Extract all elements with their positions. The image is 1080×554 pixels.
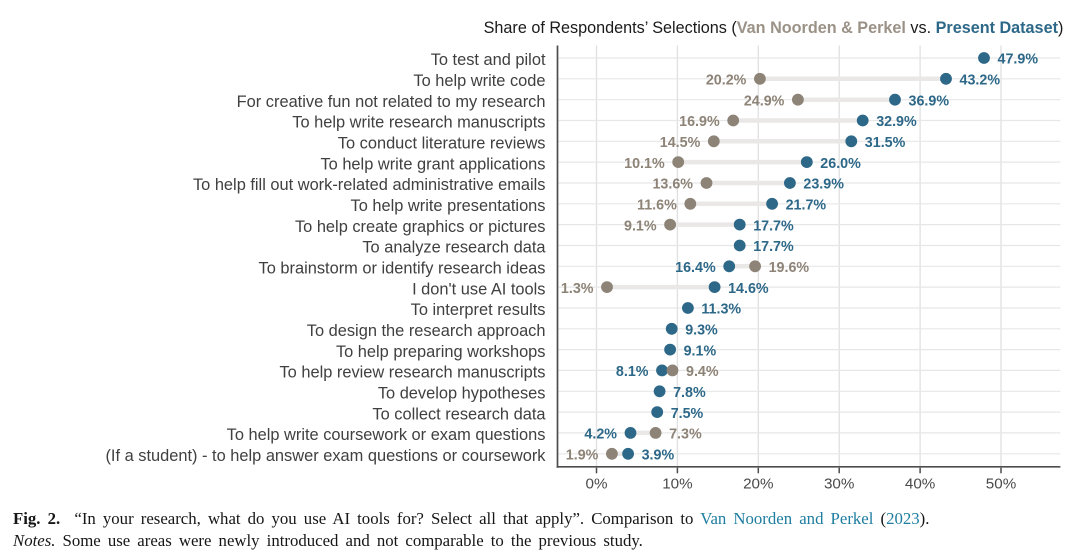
svg-text:9.4%: 9.4% (686, 364, 719, 380)
svg-text:7.8%: 7.8% (673, 385, 706, 401)
svg-text:To interpret results: To interpret results (411, 301, 546, 319)
svg-text:24.9%: 24.9% (744, 93, 785, 109)
svg-text:50%: 50% (986, 476, 1016, 493)
svg-text:To help create graphics or pic: To help create graphics or pictures (295, 218, 546, 236)
svg-text:3.9%: 3.9% (642, 448, 675, 464)
svg-text:14.5%: 14.5% (660, 135, 701, 151)
svg-text:I don't use AI tools: I don't use AI tools (412, 280, 545, 298)
svg-text:To conduct literature reviews: To conduct literature reviews (338, 135, 546, 153)
svg-text:16.4%: 16.4% (675, 260, 716, 276)
svg-text:31.5%: 31.5% (865, 135, 906, 151)
svg-text:9.3%: 9.3% (685, 323, 718, 339)
svg-text:9.1%: 9.1% (684, 343, 717, 359)
svg-text:36.9%: 36.9% (909, 93, 950, 109)
svg-text:To design the research approac: To design the research approach (307, 322, 546, 340)
svg-text:To help write research manuscr: To help write research manuscripts (292, 114, 545, 132)
svg-text:7.5%: 7.5% (671, 406, 704, 422)
svg-text:43.2%: 43.2% (960, 73, 1001, 89)
svg-text:To collect research data: To collect research data (372, 405, 546, 423)
svg-text:To help write presentations: To help write presentations (351, 197, 546, 215)
svg-text:To help review research manusc: To help review research manuscripts (279, 364, 545, 382)
svg-text:32.9%: 32.9% (876, 114, 917, 130)
svg-text:26.0%: 26.0% (820, 156, 861, 172)
svg-text:(If a student) - to help answe: (If a student) - to help answer exam que… (105, 447, 546, 465)
svg-text:9.1%: 9.1% (624, 218, 657, 234)
svg-text:40%: 40% (905, 476, 935, 493)
svg-text:17.7%: 17.7% (753, 239, 794, 255)
svg-text:14.6%: 14.6% (728, 281, 769, 297)
svg-text:20.2%: 20.2% (706, 73, 747, 89)
svg-text:To help write grant applicatio: To help write grant applications (320, 155, 545, 173)
svg-text:19.6%: 19.6% (769, 260, 810, 276)
svg-text:11.6%: 11.6% (637, 198, 677, 214)
svg-text:11.3%: 11.3% (701, 302, 741, 318)
svg-text:1.3%: 1.3% (561, 281, 594, 297)
svg-text:To test and pilot: To test and pilot (431, 51, 546, 69)
svg-text:16.9%: 16.9% (679, 114, 720, 130)
svg-text:7.3%: 7.3% (669, 427, 702, 443)
svg-text:To help write code: To help write code (413, 72, 545, 90)
svg-text:10%: 10% (662, 476, 692, 493)
svg-text:23.9%: 23.9% (803, 177, 844, 193)
svg-text:To help preparing workshops: To help preparing workshops (336, 343, 546, 361)
svg-text:To develop hypotheses: To develop hypotheses (378, 385, 546, 403)
svg-text:8.1%: 8.1% (616, 364, 649, 380)
svg-text:For creative fun not related t: For creative fun not related to my resea… (237, 93, 546, 111)
svg-text:17.7%: 17.7% (753, 218, 794, 234)
svg-text:30%: 30% (824, 476, 854, 493)
svg-text:0%: 0% (586, 476, 608, 493)
svg-text:1.9%: 1.9% (566, 448, 599, 464)
svg-text:20%: 20% (743, 476, 773, 493)
svg-text:13.6%: 13.6% (652, 177, 693, 193)
svg-text:47.9%: 47.9% (998, 52, 1039, 68)
svg-text:To analyze research data: To analyze research data (362, 239, 546, 257)
svg-text:To help fill out work-related: To help fill out work-related administra… (193, 176, 546, 194)
svg-text:To help write coursework or ex: To help write coursework or exam questio… (227, 426, 546, 444)
svg-text:21.7%: 21.7% (786, 198, 827, 214)
svg-text:10.1%: 10.1% (624, 156, 665, 172)
svg-text:4.2%: 4.2% (584, 427, 617, 443)
svg-text:Share of Respondents’ Selectio: Share of Respondents’ Selections (Van No… (484, 19, 1064, 37)
svg-text:To brainstorm or identify rese: To brainstorm or identify research ideas (259, 260, 546, 278)
